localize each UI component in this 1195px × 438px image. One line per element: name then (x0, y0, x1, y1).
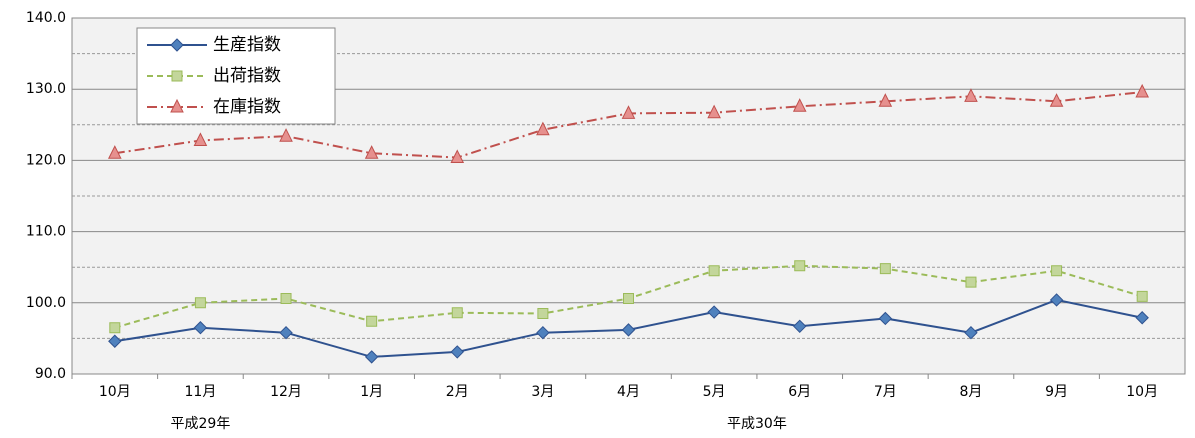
marker (707, 305, 721, 319)
marker (170, 98, 184, 113)
y-tick-label: 90.0 (35, 366, 66, 382)
marker (536, 325, 550, 340)
y-tick-label: 120.0 (26, 152, 66, 168)
marker (965, 276, 977, 288)
marker (878, 311, 893, 326)
marker (1135, 311, 1149, 325)
marker (792, 98, 807, 112)
marker (964, 325, 978, 340)
x-tick-label: 4月 (617, 384, 640, 400)
marker (879, 263, 891, 275)
x-tick-label: 3月 (531, 384, 554, 400)
marker (1051, 265, 1063, 277)
marker (878, 93, 893, 107)
x-tick-label: 7月 (874, 384, 897, 400)
marker (279, 325, 293, 340)
y-tick-label: 110.0 (26, 224, 66, 240)
x-tick-label: 5月 (703, 384, 726, 400)
marker (171, 70, 183, 82)
marker (193, 132, 208, 146)
marker (793, 319, 807, 334)
marker (279, 128, 293, 142)
legend-label: 生産指数 (213, 35, 281, 55)
x-tick-label: 12月 (270, 384, 302, 400)
marker (107, 145, 122, 159)
marker (707, 104, 721, 119)
y-tick-label: 140.0 (26, 10, 66, 26)
marker (708, 265, 720, 277)
marker (623, 293, 634, 305)
marker (450, 345, 464, 359)
marker (1049, 93, 1064, 107)
marker (451, 307, 463, 319)
x-tick-label: 10月 (99, 384, 131, 400)
x-tick-label: 2月 (446, 384, 469, 400)
legend-label: 在庫指数 (213, 97, 281, 117)
x-tick-label: 1月 (360, 384, 383, 400)
legend-label: 出荷指数 (213, 66, 281, 86)
marker (364, 145, 379, 159)
marker (1049, 293, 1064, 307)
marker (193, 321, 208, 335)
x-tick-label: 9月 (1045, 384, 1068, 400)
marker (621, 323, 636, 337)
marker (537, 307, 549, 319)
marker (536, 121, 550, 136)
marker (280, 293, 292, 305)
marker (366, 315, 378, 327)
marker (964, 88, 978, 102)
marker (108, 334, 122, 348)
x-tick-label: 6月 (788, 384, 811, 400)
marker (794, 260, 806, 272)
marker (1135, 83, 1150, 98)
y-tick-label: 130.0 (26, 81, 66, 97)
x-tick-label: 11月 (185, 384, 217, 400)
x-group-label: 平成30年 (727, 416, 787, 432)
marker (364, 350, 379, 364)
x-tick-label: 8月 (960, 384, 983, 400)
marker (109, 322, 121, 334)
marker (170, 38, 184, 52)
x-group-label: 平成29年 (171, 416, 231, 432)
marker (194, 297, 206, 309)
marker (450, 149, 465, 164)
marker (621, 105, 636, 119)
y-tick-label: 100.0 (26, 295, 66, 311)
x-tick-label: 10月 (1126, 384, 1158, 400)
marker (1136, 290, 1148, 302)
